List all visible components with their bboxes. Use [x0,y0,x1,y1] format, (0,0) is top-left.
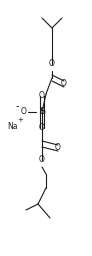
Text: +: + [17,117,23,123]
Text: O: O [55,144,61,153]
Text: S: S [39,108,45,116]
Text: O: O [39,123,45,133]
Text: Na: Na [7,122,17,131]
Text: -: - [15,101,19,111]
Text: O: O [39,91,45,101]
Text: O: O [39,155,45,165]
Text: O: O [21,108,27,116]
Text: O: O [49,59,55,69]
Text: O: O [61,80,67,89]
